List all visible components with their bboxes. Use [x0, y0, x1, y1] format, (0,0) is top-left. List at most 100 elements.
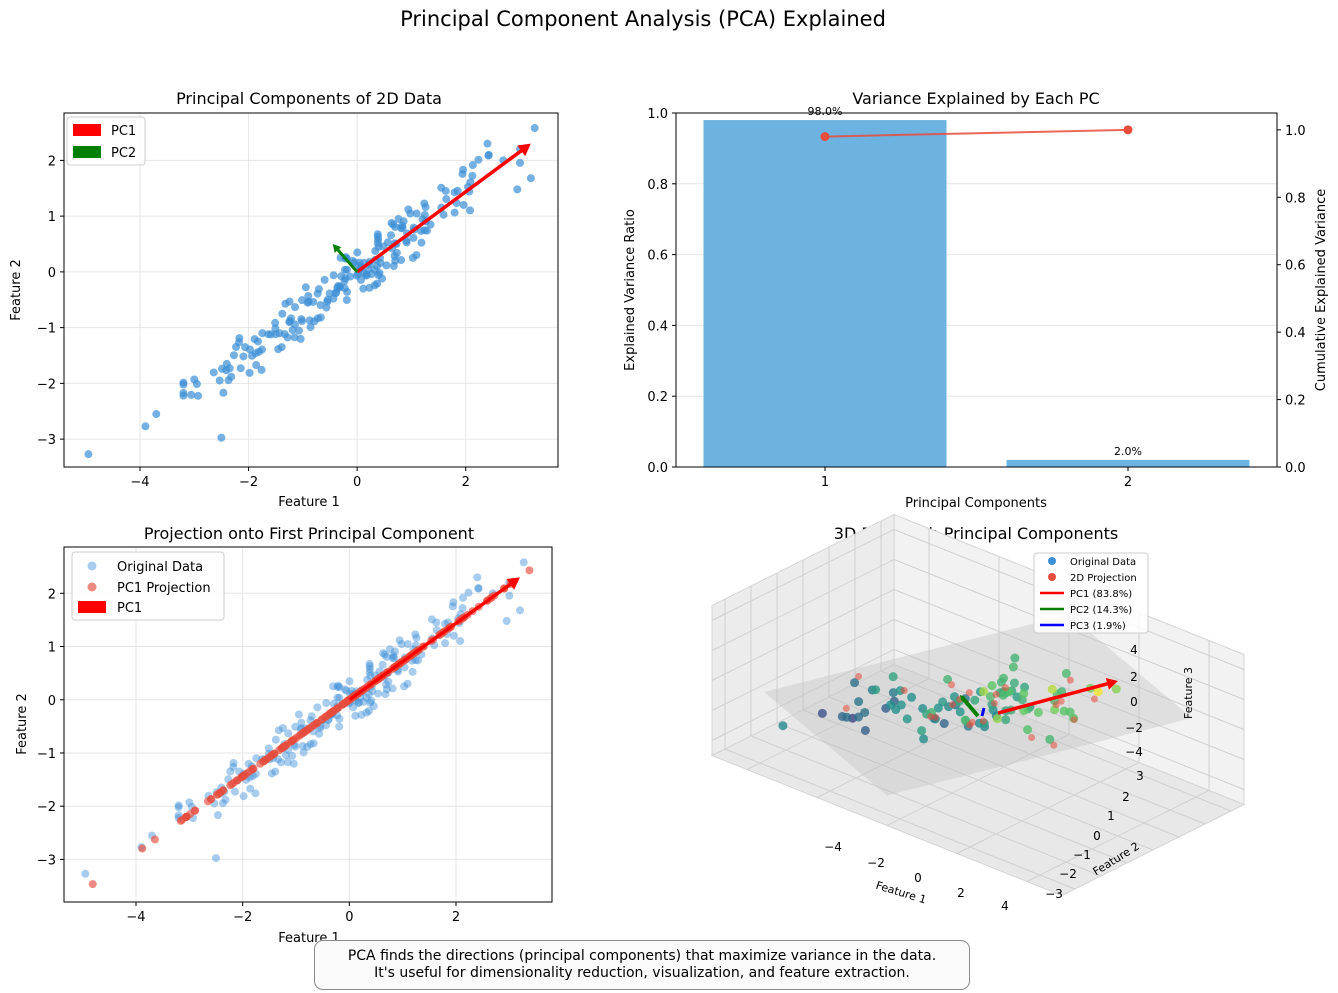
- projection-point: [288, 736, 297, 745]
- point-3d: [853, 712, 863, 722]
- panel-variance-explained: Variance Explained by Each PC 98.0%2.0% …: [623, 89, 1329, 511]
- figure-suptitle: Principal Component Analysis (PCA) Expla…: [400, 7, 886, 31]
- original-point: [267, 769, 276, 778]
- data-point: [305, 316, 314, 325]
- projection-point: [181, 813, 190, 822]
- original-point: [309, 739, 318, 748]
- A-ytick-label: −2: [37, 377, 56, 392]
- legend-2d-projection-marker: [1048, 573, 1056, 581]
- projection-point: [232, 776, 241, 785]
- point-3d: [842, 712, 852, 722]
- A-ytick-label: 0: [48, 266, 56, 281]
- original-point: [333, 693, 342, 702]
- D-ytick-label: 3: [1136, 769, 1144, 783]
- D-xtick-label: 4: [1001, 899, 1009, 913]
- data-point: [217, 433, 226, 442]
- data-point: [236, 364, 245, 373]
- data-point: [215, 376, 224, 385]
- panelB-ticks: 0.0 0.2 0.4 0.6 0.8 1.0 0.0 0.2 0.4 0.6 0.8 1.0 1 2: [647, 107, 1305, 490]
- original-point: [185, 798, 194, 807]
- data-point: [397, 255, 406, 264]
- data-point: [341, 274, 350, 283]
- data-point: [412, 251, 421, 260]
- original-point: [395, 636, 404, 645]
- D-xtick-label: 2: [957, 886, 965, 900]
- grid3d-z-back: [893, 619, 1245, 760]
- A-ytick-label: −1: [37, 322, 56, 337]
- vector-pc1-head: [517, 143, 531, 157]
- original-point: [505, 591, 514, 600]
- panelA-grid: [64, 113, 558, 467]
- point-3d: [979, 687, 989, 697]
- grid3d-z-left: [711, 619, 895, 711]
- original-point: [284, 729, 293, 738]
- original-point: [354, 698, 363, 707]
- data-point: [373, 230, 382, 239]
- data-point: [222, 359, 231, 368]
- panelC-title: Projection onto First Principal Componen…: [144, 524, 474, 543]
- original-point: [381, 690, 390, 699]
- data-point: [342, 295, 351, 304]
- point-3d: [902, 714, 912, 724]
- variance-bar-2: [1006, 459, 1250, 467]
- point-3d: [939, 719, 949, 729]
- data-point: [398, 223, 407, 232]
- panelD-zlabel: Feature 3: [1182, 667, 1195, 719]
- C-xtick-label: −2: [233, 910, 252, 925]
- legend-original-label: Original Data: [117, 560, 203, 575]
- original-point: [502, 616, 511, 625]
- B-ytick-label: 0.2: [647, 390, 668, 405]
- B-ytick-right-label: 0.8: [1285, 191, 1306, 206]
- grid3d-y-floor: [880, 670, 1232, 812]
- original-point: [473, 573, 482, 582]
- D-ztick-label: −4: [1125, 745, 1143, 759]
- data-point: [389, 262, 398, 271]
- vector-pc1-shaft: [356, 149, 523, 274]
- projection-point-3d: [855, 672, 863, 680]
- data-point: [194, 391, 203, 400]
- D-xtick-label: −4: [824, 840, 842, 854]
- original-point: [365, 662, 374, 671]
- original-point: [298, 742, 307, 751]
- point-3d: [1047, 684, 1057, 694]
- panelA-xlabel: Feature 1: [278, 495, 340, 510]
- original-point: [271, 767, 280, 776]
- B-ytick-label: 0.8: [647, 178, 668, 193]
- original-point: [303, 742, 312, 751]
- panelB-xlabel: Principal Components: [905, 496, 1047, 511]
- original-point: [362, 708, 371, 717]
- legend-pc2-label: PC2 (14.3%): [1070, 605, 1132, 616]
- original-point: [354, 699, 363, 708]
- point-3d: [1059, 706, 1069, 716]
- point-3d: [854, 697, 864, 707]
- panelA-title: Principal Components of 2D Data: [176, 89, 442, 108]
- point-3d: [860, 725, 870, 735]
- original-point: [278, 724, 287, 733]
- original-point: [342, 686, 351, 695]
- C-ytick-label: −2: [37, 800, 56, 815]
- original-point: [379, 649, 388, 658]
- data-point: [341, 265, 350, 274]
- data-point: [295, 326, 304, 335]
- original-point: [441, 639, 450, 648]
- original-point: [385, 645, 394, 654]
- panelC-grid: [64, 547, 552, 902]
- projection-point: [317, 715, 326, 724]
- D-ytick-label: −1: [1073, 848, 1091, 862]
- data-point: [296, 334, 305, 343]
- legend-pc3-label: PC3 (1.9%): [1070, 621, 1126, 632]
- projection-point-3d: [1070, 716, 1078, 724]
- original-point: [456, 637, 465, 646]
- panel-3d-data: 3D Data with Principal Components −4−202…: [710, 513, 1246, 913]
- original-point: [449, 631, 458, 640]
- D-ytick-label: −2: [1059, 867, 1077, 881]
- vector-pc1-3d-shaft: [997, 682, 1108, 715]
- data-point: [422, 226, 431, 235]
- data-point: [412, 209, 421, 218]
- data-point: [190, 375, 199, 384]
- data-point: [387, 219, 396, 228]
- original-point: [251, 789, 260, 798]
- bar-label-1: 98.0%: [808, 105, 843, 118]
- original-point: [427, 615, 436, 624]
- data-point: [453, 186, 462, 195]
